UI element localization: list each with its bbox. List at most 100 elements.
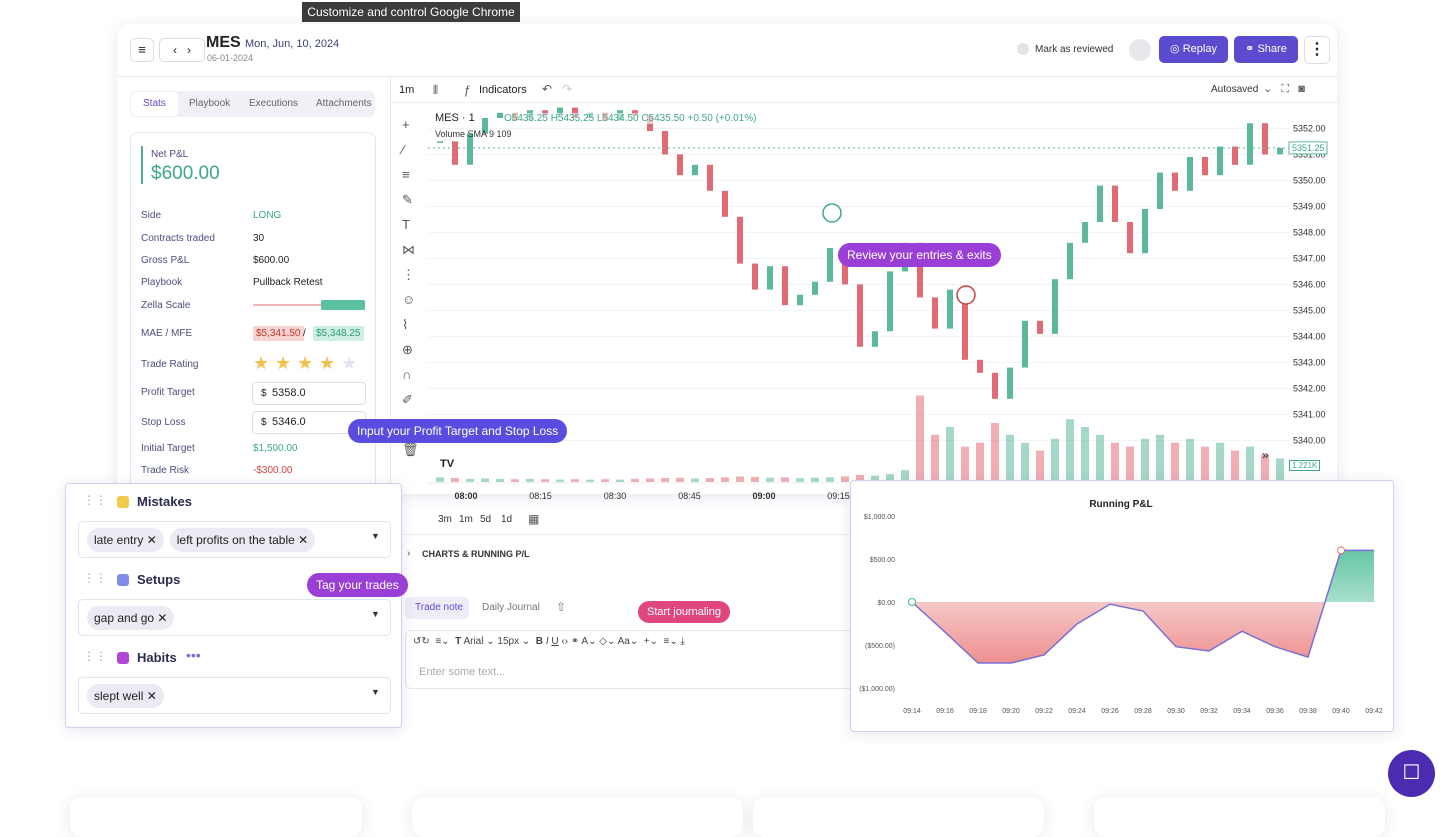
y-tick-label: 5344.00: [1293, 331, 1326, 341]
area-positive: [912, 550, 1374, 602]
placeholder[interactable]: Enter some text...: [419, 666, 506, 678]
symbol: MES: [206, 34, 241, 51]
note-tab[interactable]: Trade note: [415, 602, 463, 613]
scroll-button[interactable]: »: [1262, 448, 1269, 462]
tag[interactable]: left profits on the table ✕: [169, 528, 316, 552]
tab[interactable]: Attachments: [316, 98, 372, 109]
y-tick-label: 5348.00: [1293, 227, 1326, 237]
tag[interactable]: late entry ✕: [87, 528, 164, 552]
line: [911, 549, 1374, 664]
candle: [1022, 320, 1028, 368]
undo[interactable]: ↶ ↷: [542, 82, 573, 96]
volume-bar: [976, 442, 984, 482]
candle-icon[interactable]: ⫴: [433, 83, 439, 97]
tab[interactable]: Playbook: [189, 98, 231, 109]
x-tick-label: 08:45: [678, 491, 701, 501]
note-tab[interactable]: Daily Journal: [482, 602, 540, 613]
candle: [1052, 279, 1058, 334]
candle: [797, 294, 803, 306]
timeframe[interactable]: 1d: [501, 514, 513, 525]
mae: $5,341.50: [253, 326, 304, 341]
candle: [722, 190, 728, 217]
chevron[interactable]: ›: [407, 548, 411, 559]
x-tick-label: 09:42: [1365, 708, 1383, 715]
interval[interactable]: 1m: [399, 84, 415, 96]
tag-select[interactable]: [78, 677, 391, 714]
x-tick-label: 09:20: [1002, 708, 1020, 715]
replay-label: Replay: [1182, 43, 1217, 55]
net-label: Net P&L: [151, 149, 189, 160]
tag-select[interactable]: [78, 599, 391, 636]
currency: $: [261, 388, 267, 399]
label: Zella Scale: [141, 300, 191, 311]
x-tick-label: 09:38: [1299, 708, 1317, 715]
chat-button[interactable]: ☐: [1388, 750, 1435, 797]
replay-button[interactable]: ◎ Replay: [1159, 36, 1228, 63]
tag[interactable]: gap and go ✕: [87, 606, 175, 630]
candle: [557, 107, 563, 116]
indicators[interactable]: Indicators: [479, 84, 527, 96]
check-icon[interactable]: [1017, 43, 1029, 55]
share-icon[interactable]: ⇧: [556, 600, 567, 614]
value[interactable]: Pullback Retest: [253, 277, 323, 288]
volume-bar: [1216, 442, 1224, 482]
tab[interactable]: Stats: [143, 98, 166, 109]
share-button[interactable]: ⚭ Share: [1234, 36, 1298, 63]
tag[interactable]: slept well ✕: [87, 684, 164, 708]
volume-bar: [796, 478, 804, 482]
value: 30: [253, 233, 265, 244]
y-tick-label: 5342.00: [1293, 383, 1326, 393]
timeframe[interactable]: 3m: [438, 514, 452, 525]
volume-bar: [871, 475, 879, 482]
tag-label: gap and go: [94, 611, 155, 625]
calendar-icon[interactable]: ▦: [528, 512, 540, 526]
candle: [467, 133, 473, 165]
volume-bar: [616, 479, 624, 482]
tv-logo: TV: [440, 458, 458, 474]
volume-bar: [766, 477, 774, 482]
point: [908, 598, 916, 606]
volume-bar: [961, 446, 969, 482]
active-tab: [131, 92, 178, 116]
candle: [1232, 146, 1238, 165]
nav-buttons[interactable]: ‹ ›: [159, 38, 205, 62]
candle: [1277, 147, 1283, 155]
timeframe[interactable]: 5d: [480, 514, 492, 525]
section-title[interactable]: CHARTS & RUNNING P/L: [422, 549, 530, 559]
volume-bar: [1231, 450, 1239, 482]
toolbar-icons[interactable]: ⌄ ⛶ ◙: [1263, 83, 1305, 95]
timeframe[interactable]: 1m: [459, 514, 473, 525]
volume-bar: [736, 476, 744, 482]
drawing-tools[interactable]: +∕≡✎T⋈⋮☺⌇⊕∩✐◉🗑: [402, 117, 419, 457]
input[interactable]: [252, 382, 366, 405]
x-tick-label: 09:15: [827, 491, 850, 501]
volume-bar: [1246, 446, 1254, 482]
avatar[interactable]: [1129, 39, 1151, 61]
volume-bar: [1111, 442, 1119, 482]
candle: [1127, 222, 1133, 254]
group-icon: [117, 574, 129, 586]
more-button[interactable]: ⋮: [1304, 36, 1330, 64]
more: •••: [186, 647, 201, 663]
mark-reviewed[interactable]: Mark as reviewed: [1035, 44, 1114, 55]
editor-toolbar[interactable]: ↺↻ ≡⌄ T Arial ⌄ 15px ⌄ B I U ‹› ⚭ A⌄ ◇⌄ …: [413, 636, 685, 647]
star: ★: [275, 353, 292, 373]
divider: [117, 76, 1337, 77]
feature-card: [753, 797, 1044, 837]
volume-bar: [721, 477, 729, 482]
volume-bar: [856, 474, 864, 482]
autosaved[interactable]: Autosaved: [1211, 84, 1259, 95]
feature-card: [1094, 797, 1385, 837]
input-value: 5346.0: [272, 416, 306, 428]
tag-select[interactable]: [78, 521, 391, 558]
candle: [497, 112, 503, 118]
y-tick-label: 5345.00: [1293, 305, 1326, 315]
tab[interactable]: Executions: [249, 98, 298, 109]
menu-button[interactable]: ≡: [130, 38, 154, 62]
label: Profit Target: [141, 387, 195, 398]
fx-icon[interactable]: ƒ: [464, 83, 471, 97]
separator: /: [303, 328, 306, 339]
candle: [1262, 123, 1268, 155]
net-value: $600.00: [151, 163, 220, 184]
y-tick-label: 5341.00: [1293, 409, 1326, 419]
